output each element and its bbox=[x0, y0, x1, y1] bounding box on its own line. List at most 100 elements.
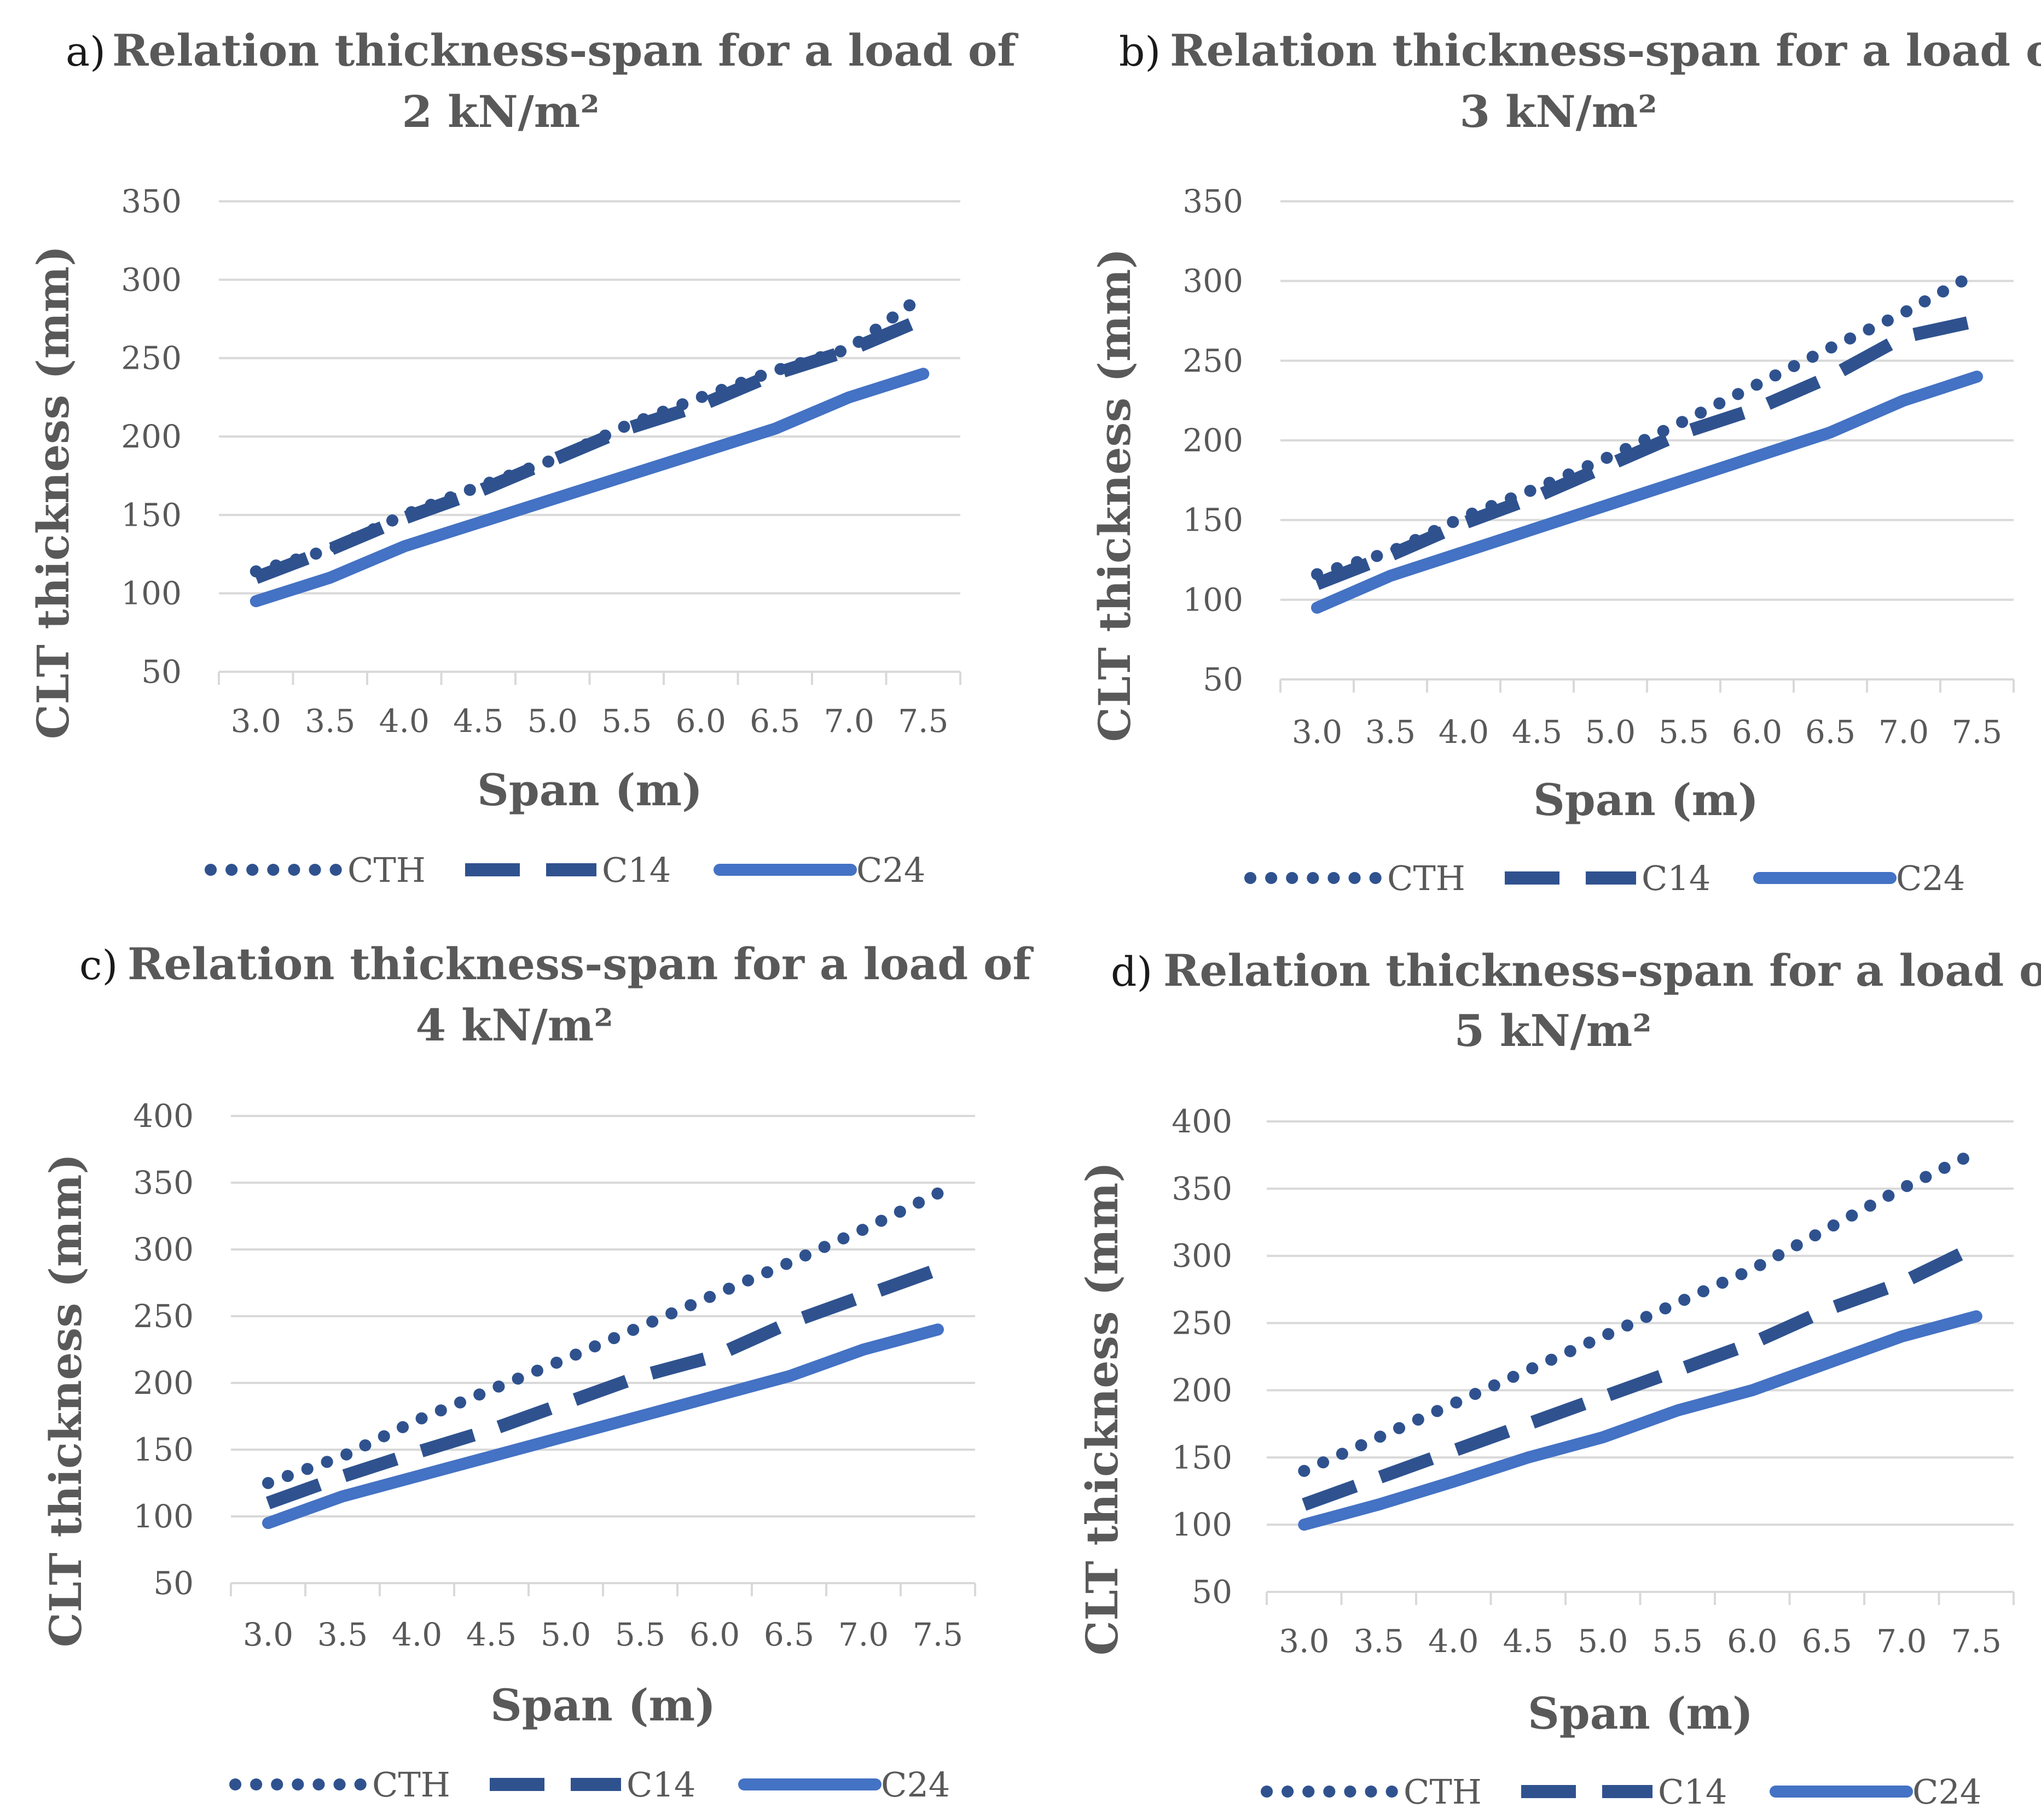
x-tick-label: 4.0 bbox=[1439, 713, 1489, 751]
data-point-C14 bbox=[1901, 1282, 1902, 1283]
x-tick-label: 7.0 bbox=[1878, 713, 1929, 751]
y-tick-label: 250 bbox=[1172, 1305, 1232, 1342]
series-line-CTH bbox=[250, 289, 930, 578]
data-point-C14 bbox=[491, 1429, 492, 1430]
legend-item-CTH: CTH bbox=[229, 1765, 450, 1805]
series-line-C24 bbox=[1311, 370, 1983, 614]
panel-letter: b) bbox=[1119, 28, 1161, 75]
legend-item-C24: C24 bbox=[738, 1765, 950, 1805]
x-tick-label: 5.0 bbox=[1578, 1623, 1628, 1660]
data-point-C24 bbox=[1390, 575, 1391, 576]
y-axis-label: CLT thickness (mm) bbox=[1089, 248, 1140, 742]
x-tick-label: 3.5 bbox=[305, 702, 355, 740]
y-tick-label: 50 bbox=[1203, 661, 1243, 698]
y-axis-label: CLT thickness (mm) bbox=[27, 246, 79, 739]
y-tick-label: 350 bbox=[133, 1164, 194, 1201]
legend-label: CTH bbox=[372, 1765, 450, 1805]
data-point-CTH bbox=[1537, 488, 1538, 489]
x-tick-label: 4.5 bbox=[466, 1616, 517, 1653]
data-point-CTH bbox=[1390, 551, 1391, 552]
data-point-C24 bbox=[268, 1523, 269, 1524]
x-tick-label: 3.5 bbox=[1365, 713, 1416, 751]
legend-label: C14 bbox=[1642, 858, 1711, 898]
series-line-C14 bbox=[1302, 1240, 1980, 1511]
series-line-CTH bbox=[1298, 1146, 1982, 1477]
data-point-CTH bbox=[700, 397, 701, 398]
y-tick-label: 150 bbox=[1182, 502, 1243, 539]
y-tick-label: 200 bbox=[1182, 422, 1243, 459]
y-tick-label: 100 bbox=[1182, 581, 1243, 618]
data-point-C14 bbox=[1757, 408, 1758, 409]
y-tick-label: 250 bbox=[121, 340, 182, 377]
data-point-C14 bbox=[478, 491, 479, 492]
data-point-CTH bbox=[417, 1420, 418, 1421]
legend-label: C14 bbox=[602, 850, 671, 890]
legend-item-CTH: CTH bbox=[1261, 1772, 1482, 1812]
x-tick-label: 6.0 bbox=[1732, 713, 1782, 751]
data-point-CTH bbox=[923, 295, 924, 296]
y-tick-label: 350 bbox=[121, 183, 182, 220]
data-point-CTH bbox=[1977, 273, 1978, 274]
y-tick-label: 400 bbox=[1172, 1103, 1232, 1140]
legend-label: CTH bbox=[1404, 1772, 1482, 1812]
x-axis-label: Span (m) bbox=[490, 1679, 716, 1731]
chart-title-line2: 4 kN/m² bbox=[416, 999, 613, 1051]
y-tick-label: 150 bbox=[1172, 1439, 1232, 1476]
y-tick-label: 100 bbox=[133, 1498, 194, 1535]
x-tick-label: 3.0 bbox=[1279, 1623, 1329, 1660]
legend-label: C14 bbox=[627, 1765, 695, 1805]
x-tick-label: 7.0 bbox=[824, 702, 874, 740]
x-tick-label: 5.5 bbox=[1659, 713, 1709, 751]
panel-letter: a) bbox=[66, 28, 106, 75]
x-tick-label: 6.0 bbox=[1727, 1623, 1777, 1660]
y-tick-label: 50 bbox=[141, 653, 182, 690]
chart-title-line1: Relation thickness-span for a load of bbox=[1163, 945, 2041, 996]
x-tick-label: 6.5 bbox=[764, 1616, 814, 1653]
x-tick-label: 7.5 bbox=[1951, 1623, 2002, 1660]
chart-title-line2: 2 kN/m² bbox=[402, 86, 600, 137]
x-tick-label: 7.5 bbox=[1952, 713, 2002, 751]
series-line-CTH bbox=[262, 1187, 944, 1489]
legend-item-C24: C24 bbox=[1770, 1772, 1981, 1812]
data-point-C24 bbox=[1757, 456, 1758, 457]
legend-item-C14: C14 bbox=[490, 1765, 695, 1805]
y-tick-label: 200 bbox=[121, 418, 182, 455]
y-tick-label: 250 bbox=[133, 1298, 194, 1335]
x-tick-label: 5.0 bbox=[1585, 713, 1636, 751]
chart-title-line2: 3 kN/m² bbox=[1460, 86, 1657, 137]
x-tick-label: 4.5 bbox=[453, 702, 503, 740]
y-axis-label: CLT thickness (mm) bbox=[1076, 1162, 1128, 1655]
x-tick-label: 7.0 bbox=[1876, 1623, 1927, 1660]
y-tick-label: 50 bbox=[153, 1565, 194, 1602]
x-tick-label: 7.0 bbox=[838, 1616, 889, 1653]
x-tick-label: 6.0 bbox=[676, 702, 726, 740]
x-tick-label: 4.0 bbox=[379, 702, 430, 740]
x-tick-label: 6.5 bbox=[1802, 1623, 1852, 1660]
data-point-CTH bbox=[1610, 456, 1611, 457]
data-point-CTH bbox=[268, 1483, 269, 1484]
legend-item-C24: C24 bbox=[714, 850, 925, 890]
legend-label: CTH bbox=[347, 850, 426, 890]
x-axis-label: Span (m) bbox=[1528, 1688, 1753, 1739]
data-point-C24 bbox=[1317, 607, 1318, 608]
legend-item-CTH: CTH bbox=[1244, 858, 1465, 898]
data-point-CTH bbox=[478, 486, 479, 487]
series-line-C14 bbox=[1314, 314, 1979, 590]
series-line-C24 bbox=[262, 1323, 944, 1530]
data-point-C24 bbox=[1977, 376, 1978, 377]
data-point-C24 bbox=[1901, 1336, 1902, 1337]
y-tick-label: 250 bbox=[1182, 342, 1243, 379]
x-tick-label: 6.5 bbox=[750, 702, 800, 740]
series-line-C14 bbox=[253, 312, 926, 584]
data-point-C24 bbox=[1453, 1481, 1454, 1482]
y-tick-label: 400 bbox=[133, 1097, 194, 1135]
legend-item-C24: C24 bbox=[1753, 858, 1965, 898]
y-tick-label: 350 bbox=[1182, 183, 1243, 220]
data-point-CTH bbox=[1378, 1437, 1379, 1438]
data-point-C24 bbox=[1752, 1390, 1753, 1391]
legend-item-C14: C14 bbox=[1521, 1772, 1727, 1812]
legend-label: C24 bbox=[1912, 1772, 1981, 1812]
series-line-C24 bbox=[250, 368, 930, 607]
data-point-C24 bbox=[491, 1456, 492, 1457]
x-tick-label: 6.0 bbox=[689, 1616, 740, 1653]
